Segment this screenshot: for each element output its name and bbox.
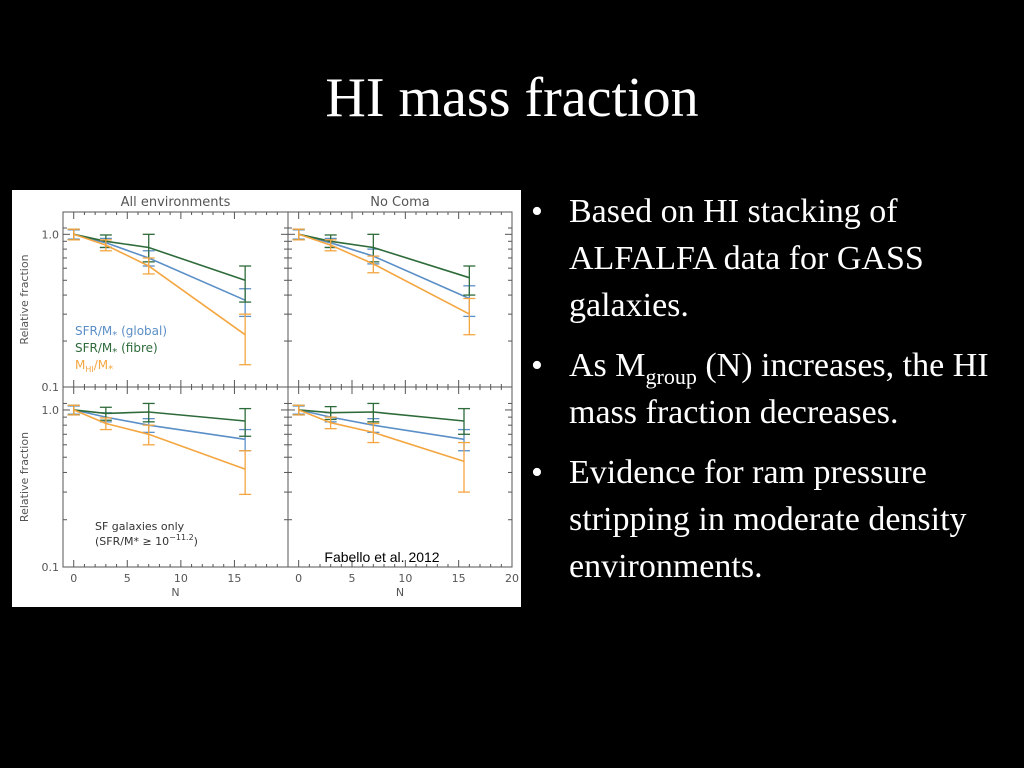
y-tick-label: 0.1 (42, 381, 60, 394)
bullet-text-pre: As M (569, 347, 646, 384)
x-tick-label: 0 (70, 572, 77, 585)
x-tick-label: 5 (349, 572, 356, 585)
series-line (73, 233, 246, 282)
bullet-marker: • (531, 193, 543, 230)
x-tick-label: 5 (124, 572, 131, 585)
x-axis-label: N (171, 586, 179, 599)
panel-title: No Coma (370, 195, 429, 210)
x-tick-label: 15 (452, 572, 466, 585)
chart-panel-bottom-left: 1.0 0.1 0 5 10 15 N Relative fraction SF galaxie… (18, 386, 289, 599)
series-line (73, 409, 246, 441)
bullet-subscript: group (645, 363, 697, 389)
series-line (298, 409, 465, 422)
bullet-text-post: (N) increases, the HI mass fraction decr… (569, 347, 989, 431)
x-tick-label: 10 (174, 572, 188, 585)
bullet-marker: • (531, 454, 543, 491)
legend-entry: MHI/M* (75, 358, 113, 375)
y-tick-label: 0.1 (42, 561, 60, 574)
slide-title: HI mass fraction (325, 67, 699, 129)
y-axis-label: Relative fraction (18, 432, 31, 522)
series-line (73, 233, 246, 301)
series-line (298, 409, 465, 441)
series-line (73, 233, 246, 336)
bullet-marker: • (531, 347, 543, 384)
panel-annotation: SF galaxies only (95, 520, 185, 533)
series-line (298, 233, 470, 279)
series-line (298, 233, 470, 315)
y-tick-label: 1.0 (42, 228, 60, 241)
panel-frame (287, 211, 513, 388)
x-tick-label: 20 (505, 572, 519, 585)
legend-entry: SFR/M* (global) (75, 324, 167, 341)
chart-panel-top-right: No Coma (287, 195, 513, 388)
chart-panel-top-left: 1.0 0.1 All environments Relative fraction S… (18, 195, 289, 394)
y-axis-label: Relative fraction (18, 254, 31, 344)
x-tick-label: 0 (295, 572, 302, 585)
series-line (298, 409, 465, 463)
citation-label: Fabello et al. 2012 (324, 549, 439, 565)
chart-grid: 1.0 0.1 All environments Relative fraction S… (18, 195, 519, 599)
x-axis-label: N (396, 586, 404, 599)
bullet-text: Based on HI stacking of ALFALFA data for… (569, 193, 924, 324)
bullet-text: Evidence for ram pressure stripping in m… (569, 454, 967, 585)
x-tick-label: 10 (398, 572, 412, 585)
bullet-item: • Based on HI stacking of ALFALFA data f… (531, 188, 991, 329)
legend-entry: SFR/M* (fibre) (75, 341, 158, 358)
chart-panel-bottom-right: 0 5 10 15 20 N Fabello et al. 2012 (287, 386, 519, 599)
panel-frame (287, 386, 513, 568)
panel-annotation: (SFR/M* ≥ 10−11.2) (95, 533, 198, 548)
bullet-item: • As Mgroup (N) increases, the HI mass f… (531, 342, 991, 436)
bullet-item: • Evidence for ram pressure stripping in… (531, 449, 991, 590)
figure-panel: 1.0 0.1 All environments Relative fraction S… (12, 190, 521, 607)
series-line (298, 233, 470, 300)
series-line (73, 409, 246, 470)
series-line (73, 409, 246, 422)
panel-title: All environments (121, 195, 231, 210)
y-tick-label: 1.0 (42, 404, 60, 417)
bullet-list: • Based on HI stacking of ALFALFA data f… (531, 188, 991, 603)
x-tick-label: 15 (227, 572, 241, 585)
